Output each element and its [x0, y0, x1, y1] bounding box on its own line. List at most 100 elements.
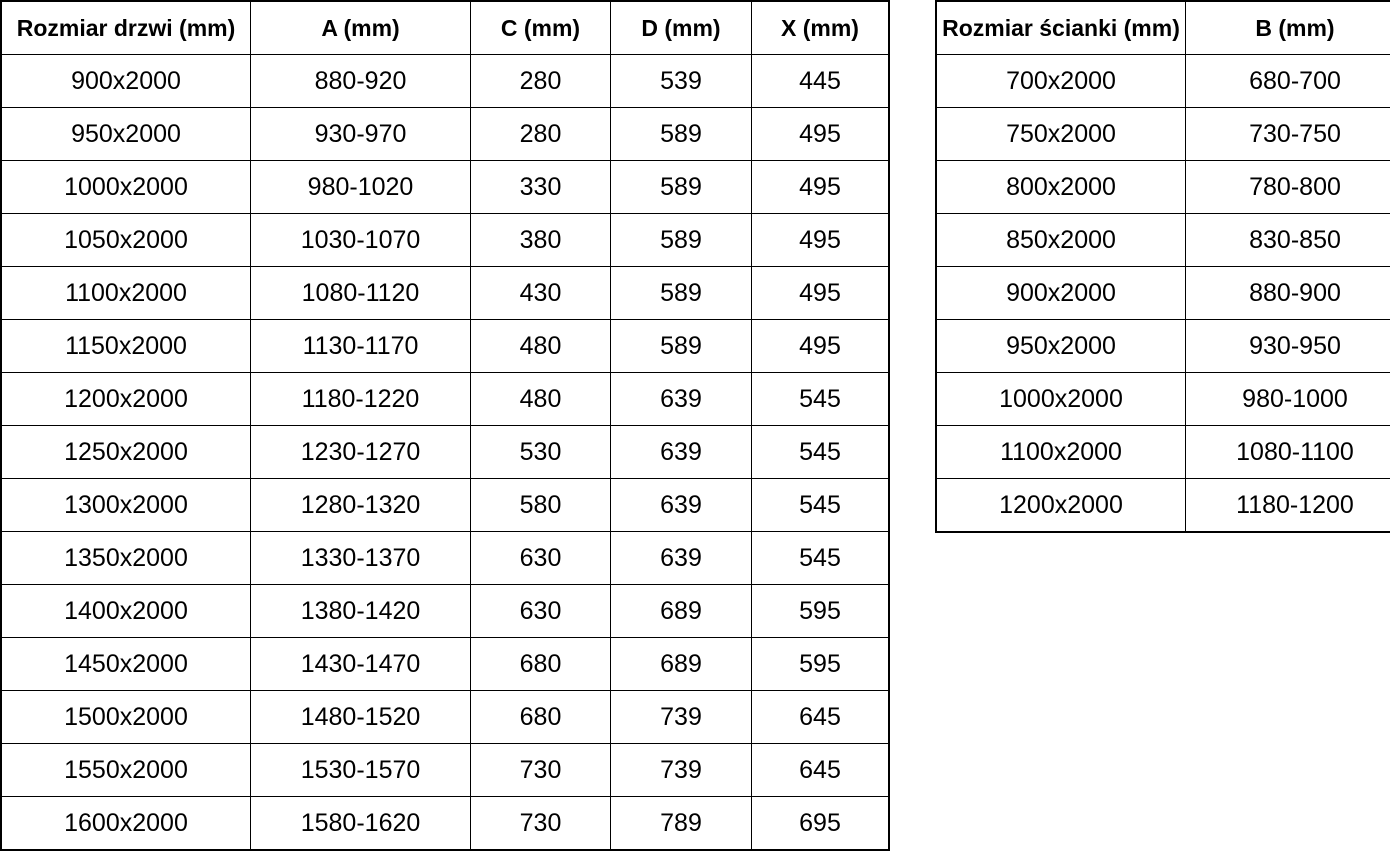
table-cell: 950x2000: [0, 107, 251, 161]
table-cell: 1580-1620: [250, 796, 471, 851]
table-cell: 545: [751, 531, 890, 585]
table-cell: 830-850: [1185, 213, 1390, 267]
table-cell: 1100x2000: [935, 425, 1186, 479]
table-row: 900x2000 880-920 280 539 445: [0, 54, 890, 108]
table-cell: 730-750: [1185, 107, 1390, 161]
table-cell: 1200x2000: [0, 372, 251, 426]
table-row: 1250x2000 1230-1270 530 639 545: [0, 425, 890, 479]
table-cell: 1430-1470: [250, 637, 471, 691]
table-cell: 1400x2000: [0, 584, 251, 638]
table-cell: 1380-1420: [250, 584, 471, 638]
table-cell: 1050x2000: [0, 213, 251, 267]
table-cell: 1330-1370: [250, 531, 471, 585]
table-cell: 780-800: [1185, 160, 1390, 214]
table-cell: 1080-1120: [250, 266, 471, 320]
table-cell: 850x2000: [935, 213, 1186, 267]
table-cell: 1550x2000: [0, 743, 251, 797]
table-cell: 480: [470, 319, 611, 373]
table-cell: 1600x2000: [0, 796, 251, 851]
table-cell: 495: [751, 266, 890, 320]
header-cell: C (mm): [470, 0, 611, 55]
header-cell: D (mm): [610, 0, 752, 55]
table-row: 1200x2000 1180-1220 480 639 545: [0, 372, 890, 426]
table-cell: 595: [751, 637, 890, 691]
table-row: 1600x2000 1580-1620 730 789 695: [0, 796, 890, 851]
header-cell: B (mm): [1185, 0, 1390, 55]
table-row: 900x2000 880-900: [935, 266, 1390, 320]
table-cell: 645: [751, 690, 890, 744]
table-cell: 445: [751, 54, 890, 108]
table-cell: 495: [751, 107, 890, 161]
table-row: 850x2000 830-850: [935, 213, 1390, 267]
table-cell: 900x2000: [0, 54, 251, 108]
header-cell: A (mm): [250, 0, 471, 55]
table-cell: 800x2000: [935, 160, 1186, 214]
table-cell: 630: [470, 531, 611, 585]
table-row: 1500x2000 1480-1520 680 739 645: [0, 690, 890, 744]
table-cell: 930-950: [1185, 319, 1390, 373]
table-cell: 680-700: [1185, 54, 1390, 108]
table-cell: 689: [610, 637, 752, 691]
table-cell: 639: [610, 372, 752, 426]
wall-sizes-table: Rozmiar ścianki (mm) B (mm) 700x2000 680-70…: [935, 0, 1390, 533]
table-cell: 1230-1270: [250, 425, 471, 479]
door-sizes-table: Rozmiar drzwi (mm) A (mm) C (mm) D (mm) X (m…: [0, 0, 890, 851]
table-cell: 1450x2000: [0, 637, 251, 691]
table-cell: 580: [470, 478, 611, 532]
header-cell: X (mm): [751, 0, 890, 55]
table-cell: 950x2000: [935, 319, 1186, 373]
table-cell: 380: [470, 213, 611, 267]
table-cell: 1100x2000: [0, 266, 251, 320]
table-cell: 545: [751, 478, 890, 532]
table-row: 1100x2000 1080-1120 430 589 495: [0, 266, 890, 320]
table-row: 800x2000 780-800: [935, 160, 1390, 214]
table-cell: 280: [470, 107, 611, 161]
table-row: 1350x2000 1330-1370 630 639 545: [0, 531, 890, 585]
table-row: 1000x2000 980-1020 330 589 495: [0, 160, 890, 214]
table-cell: 1280-1320: [250, 478, 471, 532]
header-row: Rozmiar drzwi (mm) A (mm) C (mm) D (mm) X (m…: [0, 0, 890, 55]
table-cell: 1080-1100: [1185, 425, 1390, 479]
table-cell: 480: [470, 372, 611, 426]
table-cell: 880-900: [1185, 266, 1390, 320]
table-cell: 495: [751, 319, 890, 373]
table-cell: 539: [610, 54, 752, 108]
table-cell: 530: [470, 425, 611, 479]
table-cell: 900x2000: [935, 266, 1186, 320]
table-cell: 645: [751, 743, 890, 797]
table-cell: 630: [470, 584, 611, 638]
table-cell: 700x2000: [935, 54, 1186, 108]
table-row: 700x2000 680-700: [935, 54, 1390, 108]
table-cell: 680: [470, 637, 611, 691]
table-cell: 1500x2000: [0, 690, 251, 744]
table-cell: 495: [751, 213, 890, 267]
table-cell: 730: [470, 743, 611, 797]
table-row: 1300x2000 1280-1320 580 639 545: [0, 478, 890, 532]
table-cell: 1180-1200: [1185, 478, 1390, 533]
table-cell: 689: [610, 584, 752, 638]
table-cell: 1480-1520: [250, 690, 471, 744]
table-row: 1200x2000 1180-1200: [935, 478, 1390, 533]
table-cell: 639: [610, 425, 752, 479]
table-cell: 639: [610, 531, 752, 585]
table-cell: 695: [751, 796, 890, 851]
table-row: 1150x2000 1130-1170 480 589 495: [0, 319, 890, 373]
table-cell: 589: [610, 266, 752, 320]
table-cell: 1130-1170: [250, 319, 471, 373]
header-cell: Rozmiar drzwi (mm): [0, 0, 251, 55]
table-cell: 589: [610, 160, 752, 214]
table-cell: 1350x2000: [0, 531, 251, 585]
table-cell: 1150x2000: [0, 319, 251, 373]
table-cell: 1000x2000: [0, 160, 251, 214]
table-cell: 739: [610, 690, 752, 744]
table-cell: 1250x2000: [0, 425, 251, 479]
table-cell: 589: [610, 213, 752, 267]
table-row: 950x2000 930-950: [935, 319, 1390, 373]
table-row: 1000x2000 980-1000: [935, 372, 1390, 426]
table-cell: 880-920: [250, 54, 471, 108]
table-row: 1400x2000 1380-1420 630 689 595: [0, 584, 890, 638]
table-cell: 595: [751, 584, 890, 638]
table-cell: 280: [470, 54, 611, 108]
table-cell: 1180-1220: [250, 372, 471, 426]
table-cell: 1030-1070: [250, 213, 471, 267]
